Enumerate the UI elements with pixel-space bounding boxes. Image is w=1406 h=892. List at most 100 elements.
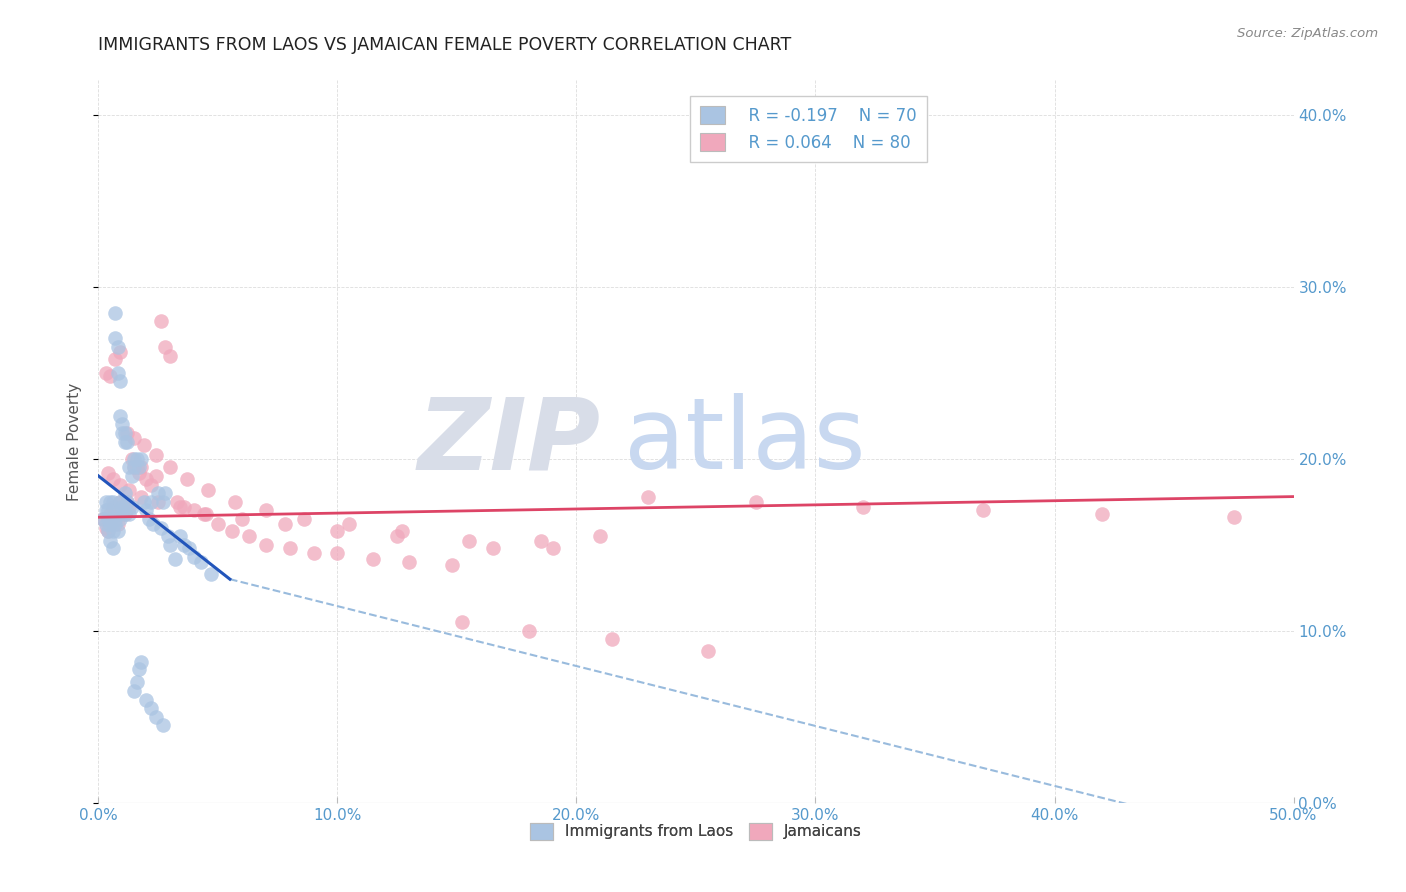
Point: [148, 494, 170, 508]
Point: [254, 538, 277, 552]
Point: [91, 512, 114, 526]
Legend: Immigrants from Laos, Jamaicans: Immigrants from Laos, Jamaicans: [524, 817, 868, 846]
Point: [107, 366, 129, 380]
Point: [302, 546, 325, 560]
Point: [139, 701, 162, 715]
Point: [155, 340, 177, 354]
Point: [104, 351, 127, 366]
Point: [114, 425, 136, 440]
Point: [101, 524, 124, 538]
Point: [107, 524, 129, 538]
Point: [135, 503, 157, 517]
Point: [589, 529, 612, 543]
Point: [97, 466, 120, 480]
Point: [278, 541, 301, 556]
Point: [111, 503, 134, 517]
Point: [183, 503, 205, 517]
Point: [339, 517, 361, 532]
Point: [169, 529, 191, 543]
Point: [326, 524, 349, 538]
Point: [94, 366, 117, 380]
Point: [159, 349, 181, 363]
Point: [125, 451, 148, 466]
Point: [101, 541, 124, 556]
Point: [118, 507, 141, 521]
Point: [195, 507, 218, 521]
Point: [124, 431, 146, 445]
Point: [517, 624, 540, 638]
Point: [221, 524, 243, 538]
Point: [98, 534, 122, 549]
Point: [159, 538, 181, 552]
Point: [104, 512, 127, 526]
Point: [124, 460, 146, 475]
Point: [530, 534, 553, 549]
Point: [114, 486, 136, 500]
Point: [149, 520, 172, 534]
Point: [97, 524, 120, 538]
Point: [101, 472, 124, 486]
Point: [200, 567, 222, 582]
Point: [104, 517, 127, 532]
Point: [98, 517, 122, 532]
Point: [135, 692, 157, 706]
Point: [108, 375, 131, 389]
Point: [125, 460, 148, 475]
Point: [115, 494, 138, 508]
Point: [145, 469, 167, 483]
Point: [159, 460, 181, 475]
Point: [138, 512, 160, 526]
Point: [190, 555, 212, 569]
Point: [238, 529, 260, 543]
Point: [139, 477, 162, 491]
Point: [131, 460, 153, 475]
Point: [118, 460, 141, 475]
Point: [363, 551, 385, 566]
Point: [441, 558, 464, 573]
Point: [197, 483, 219, 497]
Point: [207, 517, 229, 532]
Point: [152, 718, 174, 732]
Point: [128, 662, 150, 676]
Point: [163, 551, 186, 566]
Text: Source: ZipAtlas.com: Source: ZipAtlas.com: [1237, 27, 1378, 40]
Point: [124, 460, 146, 475]
Point: [121, 469, 143, 483]
Point: [98, 494, 122, 508]
Point: [115, 434, 138, 449]
Point: [292, 512, 315, 526]
Point: [121, 451, 143, 466]
Point: [97, 503, 120, 517]
Point: [131, 490, 153, 504]
Point: [97, 512, 120, 526]
Point: [104, 305, 127, 319]
Point: [972, 503, 994, 517]
Point: [156, 529, 179, 543]
Point: [108, 345, 131, 359]
Text: ZIP: ZIP: [418, 393, 600, 490]
Point: [118, 500, 141, 514]
Point: [145, 448, 167, 462]
Point: [745, 494, 768, 508]
Point: [602, 632, 624, 647]
Point: [193, 507, 215, 521]
Point: [128, 460, 150, 475]
Y-axis label: Female Poverty: Female Poverty: [67, 383, 83, 500]
Point: [132, 494, 155, 508]
Point: [115, 494, 138, 508]
Point: [458, 534, 481, 549]
Point: [111, 425, 134, 440]
Point: [101, 494, 124, 508]
Point: [155, 486, 177, 500]
Point: [131, 655, 153, 669]
Point: [108, 409, 131, 423]
Point: [114, 434, 136, 449]
Point: [274, 517, 297, 532]
Point: [391, 524, 413, 538]
Point: [169, 500, 191, 514]
Point: [326, 546, 349, 560]
Point: [94, 520, 117, 534]
Point: [541, 541, 564, 556]
Point: [231, 512, 253, 526]
Text: IMMIGRANTS FROM LAOS VS JAMAICAN FEMALE POVERTY CORRELATION CHART: IMMIGRANTS FROM LAOS VS JAMAICAN FEMALE …: [98, 36, 792, 54]
